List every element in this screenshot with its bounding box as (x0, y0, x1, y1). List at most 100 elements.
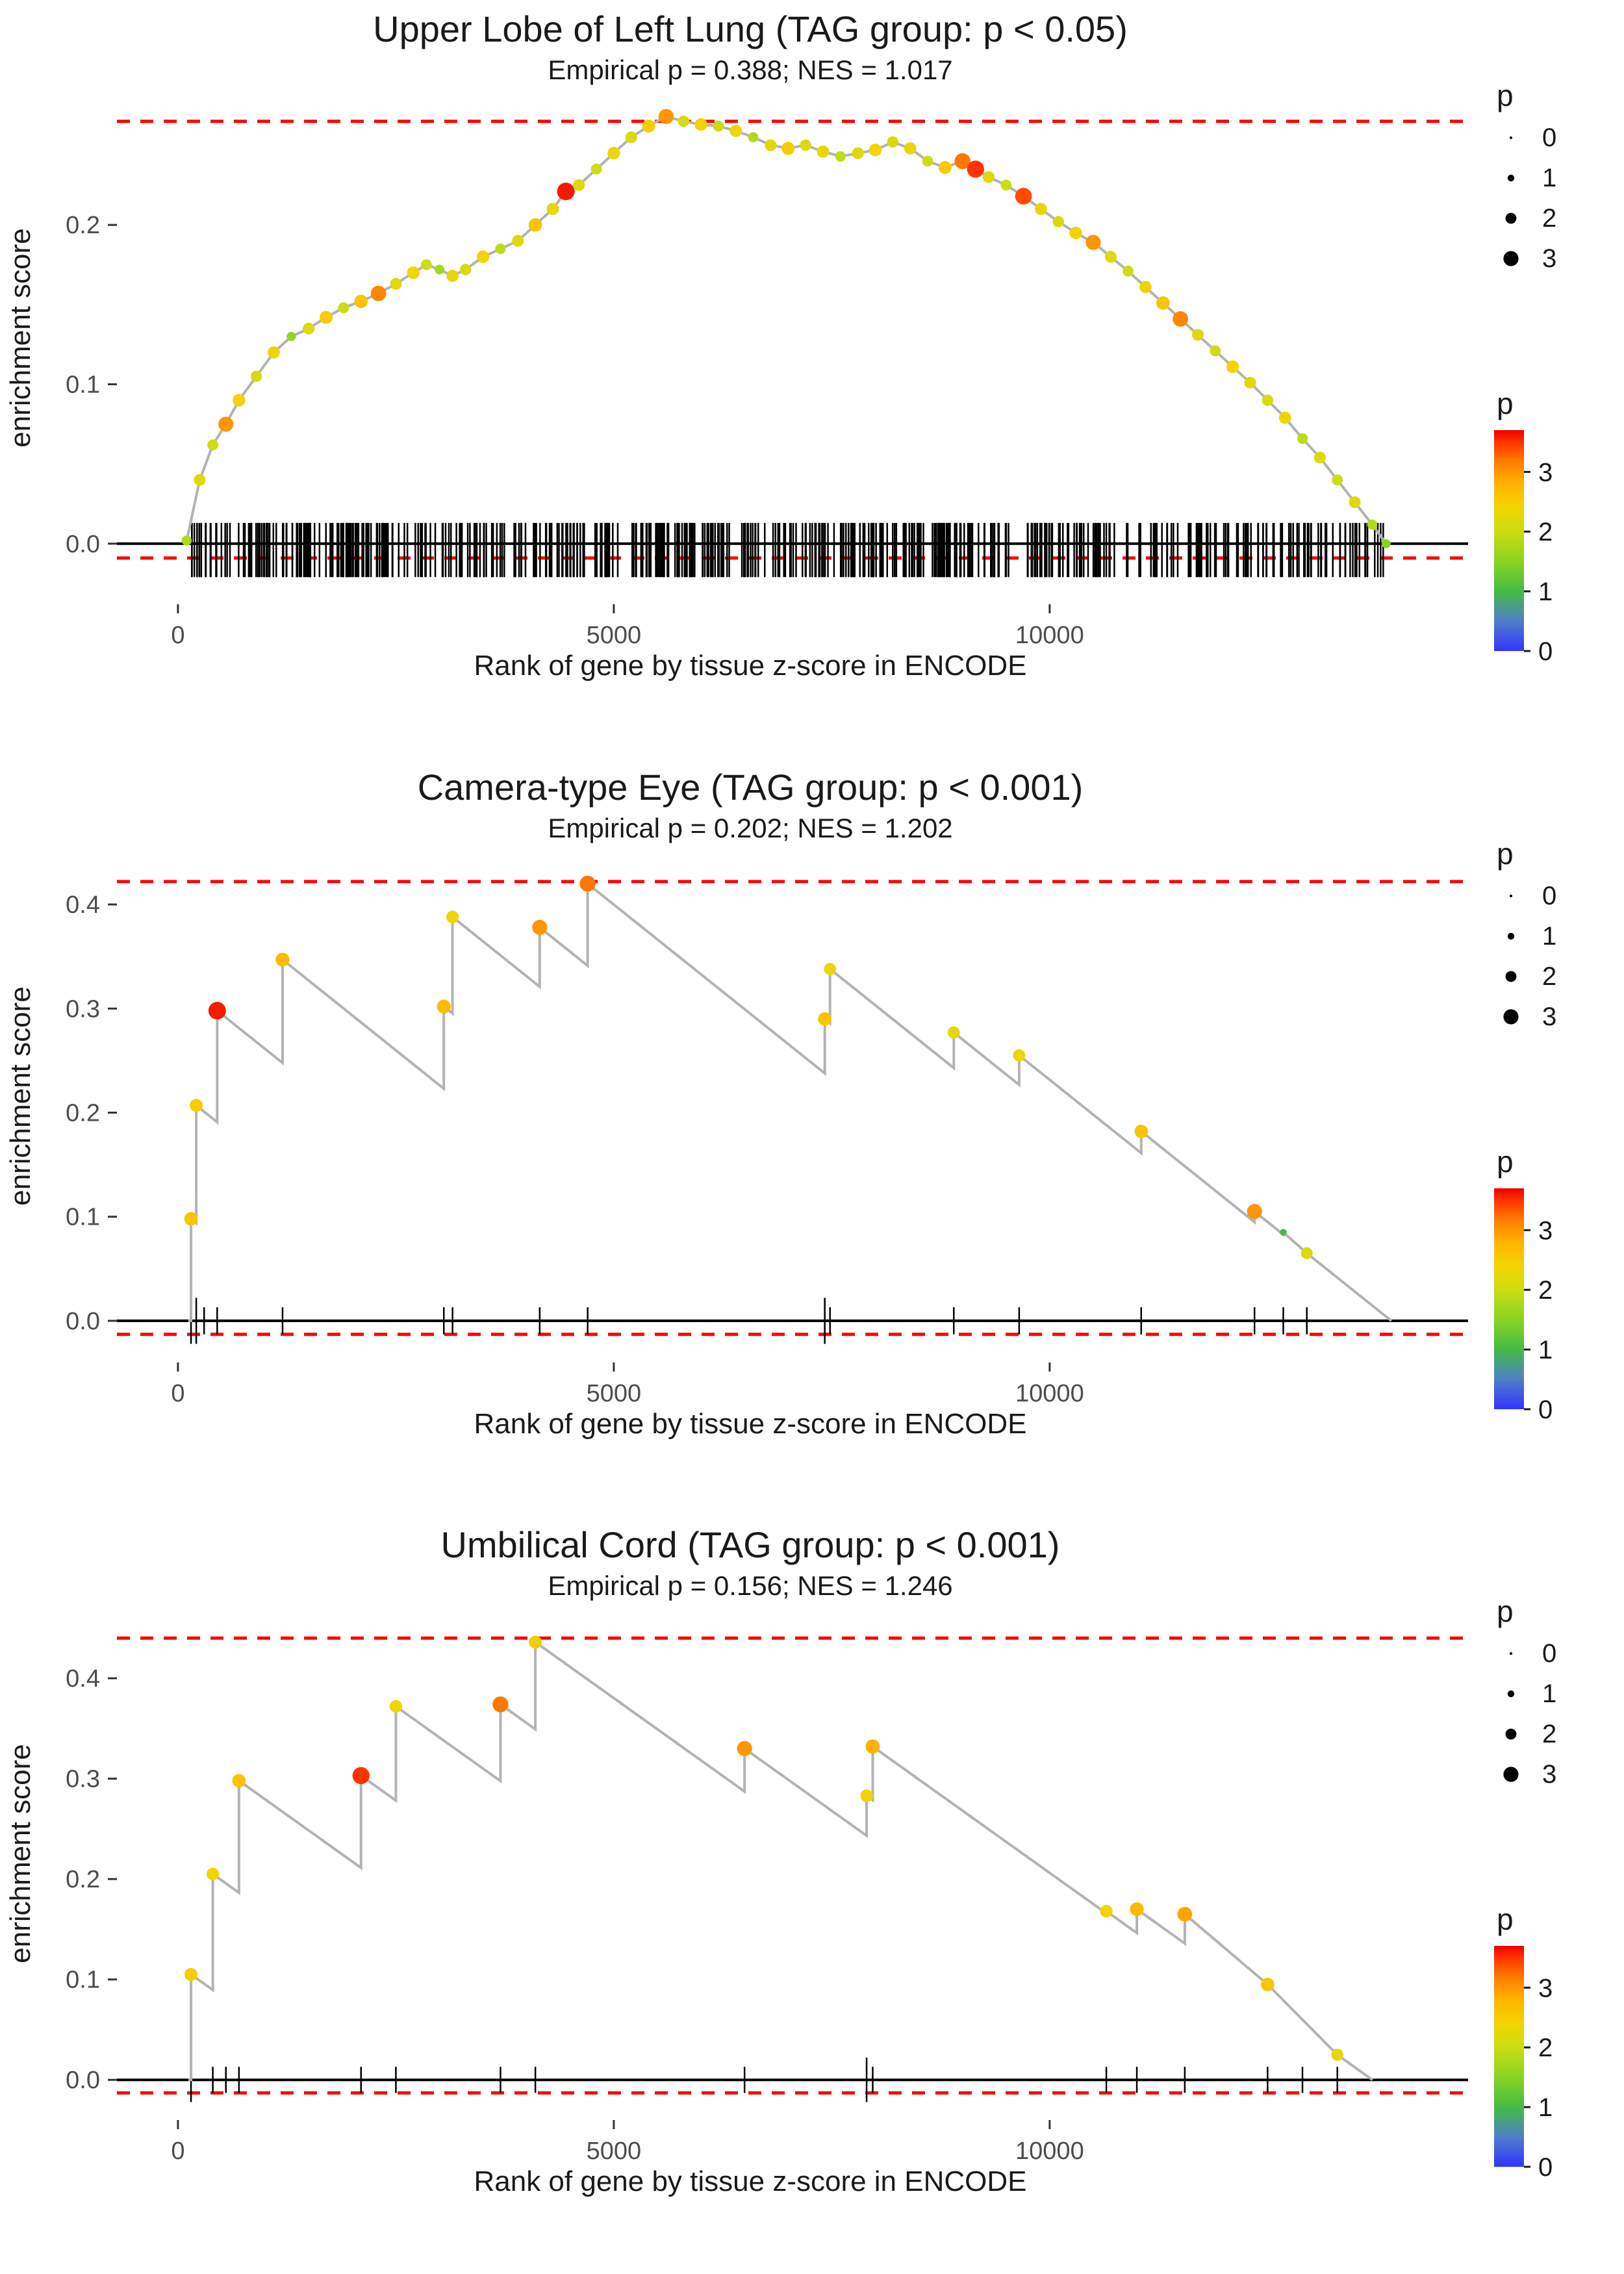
color-legend: 3 2 1 0 (1494, 1188, 1553, 1424)
svg-text:10000: 10000 (1015, 622, 1084, 649)
gene-points (184, 875, 1313, 1259)
chart-subtitle: Empirical p = 0.156; NES = 1.246 (548, 1570, 953, 1601)
svg-text:0.4: 0.4 (66, 891, 100, 919)
svg-text:5000: 5000 (587, 1380, 642, 1407)
colorbar (1494, 1946, 1524, 2167)
axis-ticks: 0 5000 10000 0.0 0.1 0.2 0.3 0.4 (66, 891, 1084, 1407)
svg-text:0.0: 0.0 (66, 2067, 100, 2094)
legend-spacer (1488, 1804, 1624, 1902)
svg-text:0.1: 0.1 (66, 1967, 100, 1994)
gene-points (184, 1635, 1344, 2061)
colorbar-label: 2 (1538, 518, 1553, 546)
enrichment-curve (188, 1639, 1373, 2082)
colorbar-label: 3 (1538, 1216, 1553, 1245)
colorbar-label: 1 (1538, 1336, 1553, 1364)
enrichment-plot: 0 5000 10000 0.0 0.1 0.2 (66, 109, 1468, 649)
svg-text:10000: 10000 (1015, 2138, 1084, 2165)
color-legend-title: p (1497, 387, 1514, 420)
size-legend-dot (1510, 1652, 1512, 1655)
size-legend-dot (1505, 971, 1517, 982)
svg-text:10000: 10000 (1015, 1380, 1084, 1407)
size-legend-label: 3 (1542, 244, 1556, 273)
size-legend-label: 3 (1542, 1003, 1556, 1031)
colorbar-label: 2 (1538, 2034, 1553, 2062)
size-legend: 0 1 2 3 (1503, 1639, 1556, 1789)
dashed-threshold-lines (117, 880, 1468, 1336)
chart-subtitle: Empirical p = 0.202; NES = 1.202 (548, 813, 953, 843)
chart-title: Camera-type Eye (TAG group: p < 0.001) (417, 767, 1084, 808)
svg-text:0.0: 0.0 (66, 1308, 100, 1335)
dashed-threshold-lines (117, 1636, 1468, 2095)
chart-title: Umbilical Cord (TAG group: p < 0.001) (440, 1524, 1060, 1565)
panel-camera-type-eye: Camera-type Eye (TAG group: p < 0.001) E… (0, 758, 1624, 1516)
colorbar (1494, 1188, 1524, 1409)
svg-text:0.0: 0.0 (66, 531, 100, 558)
x-axis-label: Rank of gene by tissue z-score in ENCODE (474, 2165, 1027, 2197)
legend-spacer (1488, 288, 1624, 386)
enrichment-curve (185, 115, 1388, 544)
size-legend-dot (1507, 1690, 1515, 1698)
size-legend-dot (1503, 1009, 1519, 1025)
size-legend-label: 2 (1542, 204, 1556, 233)
svg-text:0: 0 (171, 622, 184, 649)
size-legend-dot (1503, 1767, 1519, 1782)
size-legend-label: 0 (1542, 123, 1556, 152)
colorbar-label: 0 (1538, 1396, 1553, 1424)
dashed-threshold-lines (117, 120, 1468, 560)
size-legend-label: 0 (1542, 882, 1556, 910)
svg-text:0.3: 0.3 (66, 1766, 100, 1793)
svg-text:5000: 5000 (587, 622, 642, 649)
svg-text:0.1: 0.1 (66, 1204, 100, 1231)
size-legend-title: p (1497, 837, 1514, 871)
color-legend: 3 2 1 0 (1494, 1946, 1553, 2182)
enrichment-plot: 0 5000 10000 0.0 0.1 0.2 0.3 0.4 (66, 1635, 1468, 2165)
enrichment-curve (188, 880, 1393, 1322)
colorbar-label: 1 (1538, 2093, 1553, 2122)
legend-spacer (1488, 1047, 1624, 1144)
colorbar-label: 1 (1538, 578, 1553, 606)
x-axis-label: Rank of gene by tissue z-score in ENCODE (474, 1408, 1027, 1440)
colorbar-label: 3 (1538, 1974, 1553, 2002)
size-legend-dot (1507, 174, 1515, 182)
svg-text:0.4: 0.4 (66, 1665, 100, 1693)
colorbar-label: 0 (1538, 2153, 1553, 2182)
size-legend-title: p (1497, 79, 1514, 112)
svg-text:0.1: 0.1 (66, 371, 100, 398)
panel-umbilical-cord: Umbilical Cord (TAG group: p < 0.001) Em… (0, 1516, 1624, 2273)
gene-points (181, 109, 1391, 548)
size-legend-title: p (1497, 1594, 1514, 1628)
colorbar-label: 3 (1538, 458, 1553, 487)
size-legend-label: 1 (1542, 164, 1556, 192)
panel-upper-lobe-of-left-lung: Upper Lobe of Left Lung (TAG group: p < … (0, 0, 1624, 758)
color-legend-title: p (1497, 1145, 1514, 1179)
colorbar-label: 2 (1538, 1276, 1553, 1305)
size-legend-label: 1 (1542, 1680, 1556, 1708)
x-axis-label: Rank of gene by tissue z-score in ENCODE (474, 650, 1027, 682)
chart-title: Upper Lobe of Left Lung (TAG group: p < … (373, 8, 1128, 49)
size-legend-dot (1505, 1728, 1517, 1740)
size-legend: 0 1 2 3 (1503, 882, 1556, 1031)
colorbar-label: 0 (1538, 637, 1553, 666)
axis-ticks: 0 5000 10000 0.0 0.1 0.2 (66, 212, 1084, 649)
svg-text:0.2: 0.2 (66, 1866, 100, 1893)
size-legend-label: 2 (1542, 1720, 1556, 1748)
color-legend: 3 2 1 0 (1494, 430, 1553, 666)
svg-text:0.2: 0.2 (66, 212, 100, 239)
size-legend-dot (1505, 212, 1517, 224)
size-legend: 0 1 2 3 (1503, 123, 1556, 273)
size-legend-label: 0 (1542, 1639, 1556, 1668)
size-legend-dot (1503, 251, 1519, 266)
svg-text:0.3: 0.3 (66, 995, 100, 1023)
size-legend-dot (1510, 895, 1512, 897)
size-legend-label: 1 (1542, 922, 1556, 951)
svg-text:0: 0 (171, 2138, 184, 2165)
svg-text:0: 0 (171, 1380, 184, 1407)
colorbar (1494, 430, 1524, 651)
chart-subtitle: Empirical p = 0.388; NES = 1.017 (548, 55, 953, 85)
size-legend-dot (1510, 136, 1512, 139)
color-legend-title: p (1497, 1902, 1514, 1936)
